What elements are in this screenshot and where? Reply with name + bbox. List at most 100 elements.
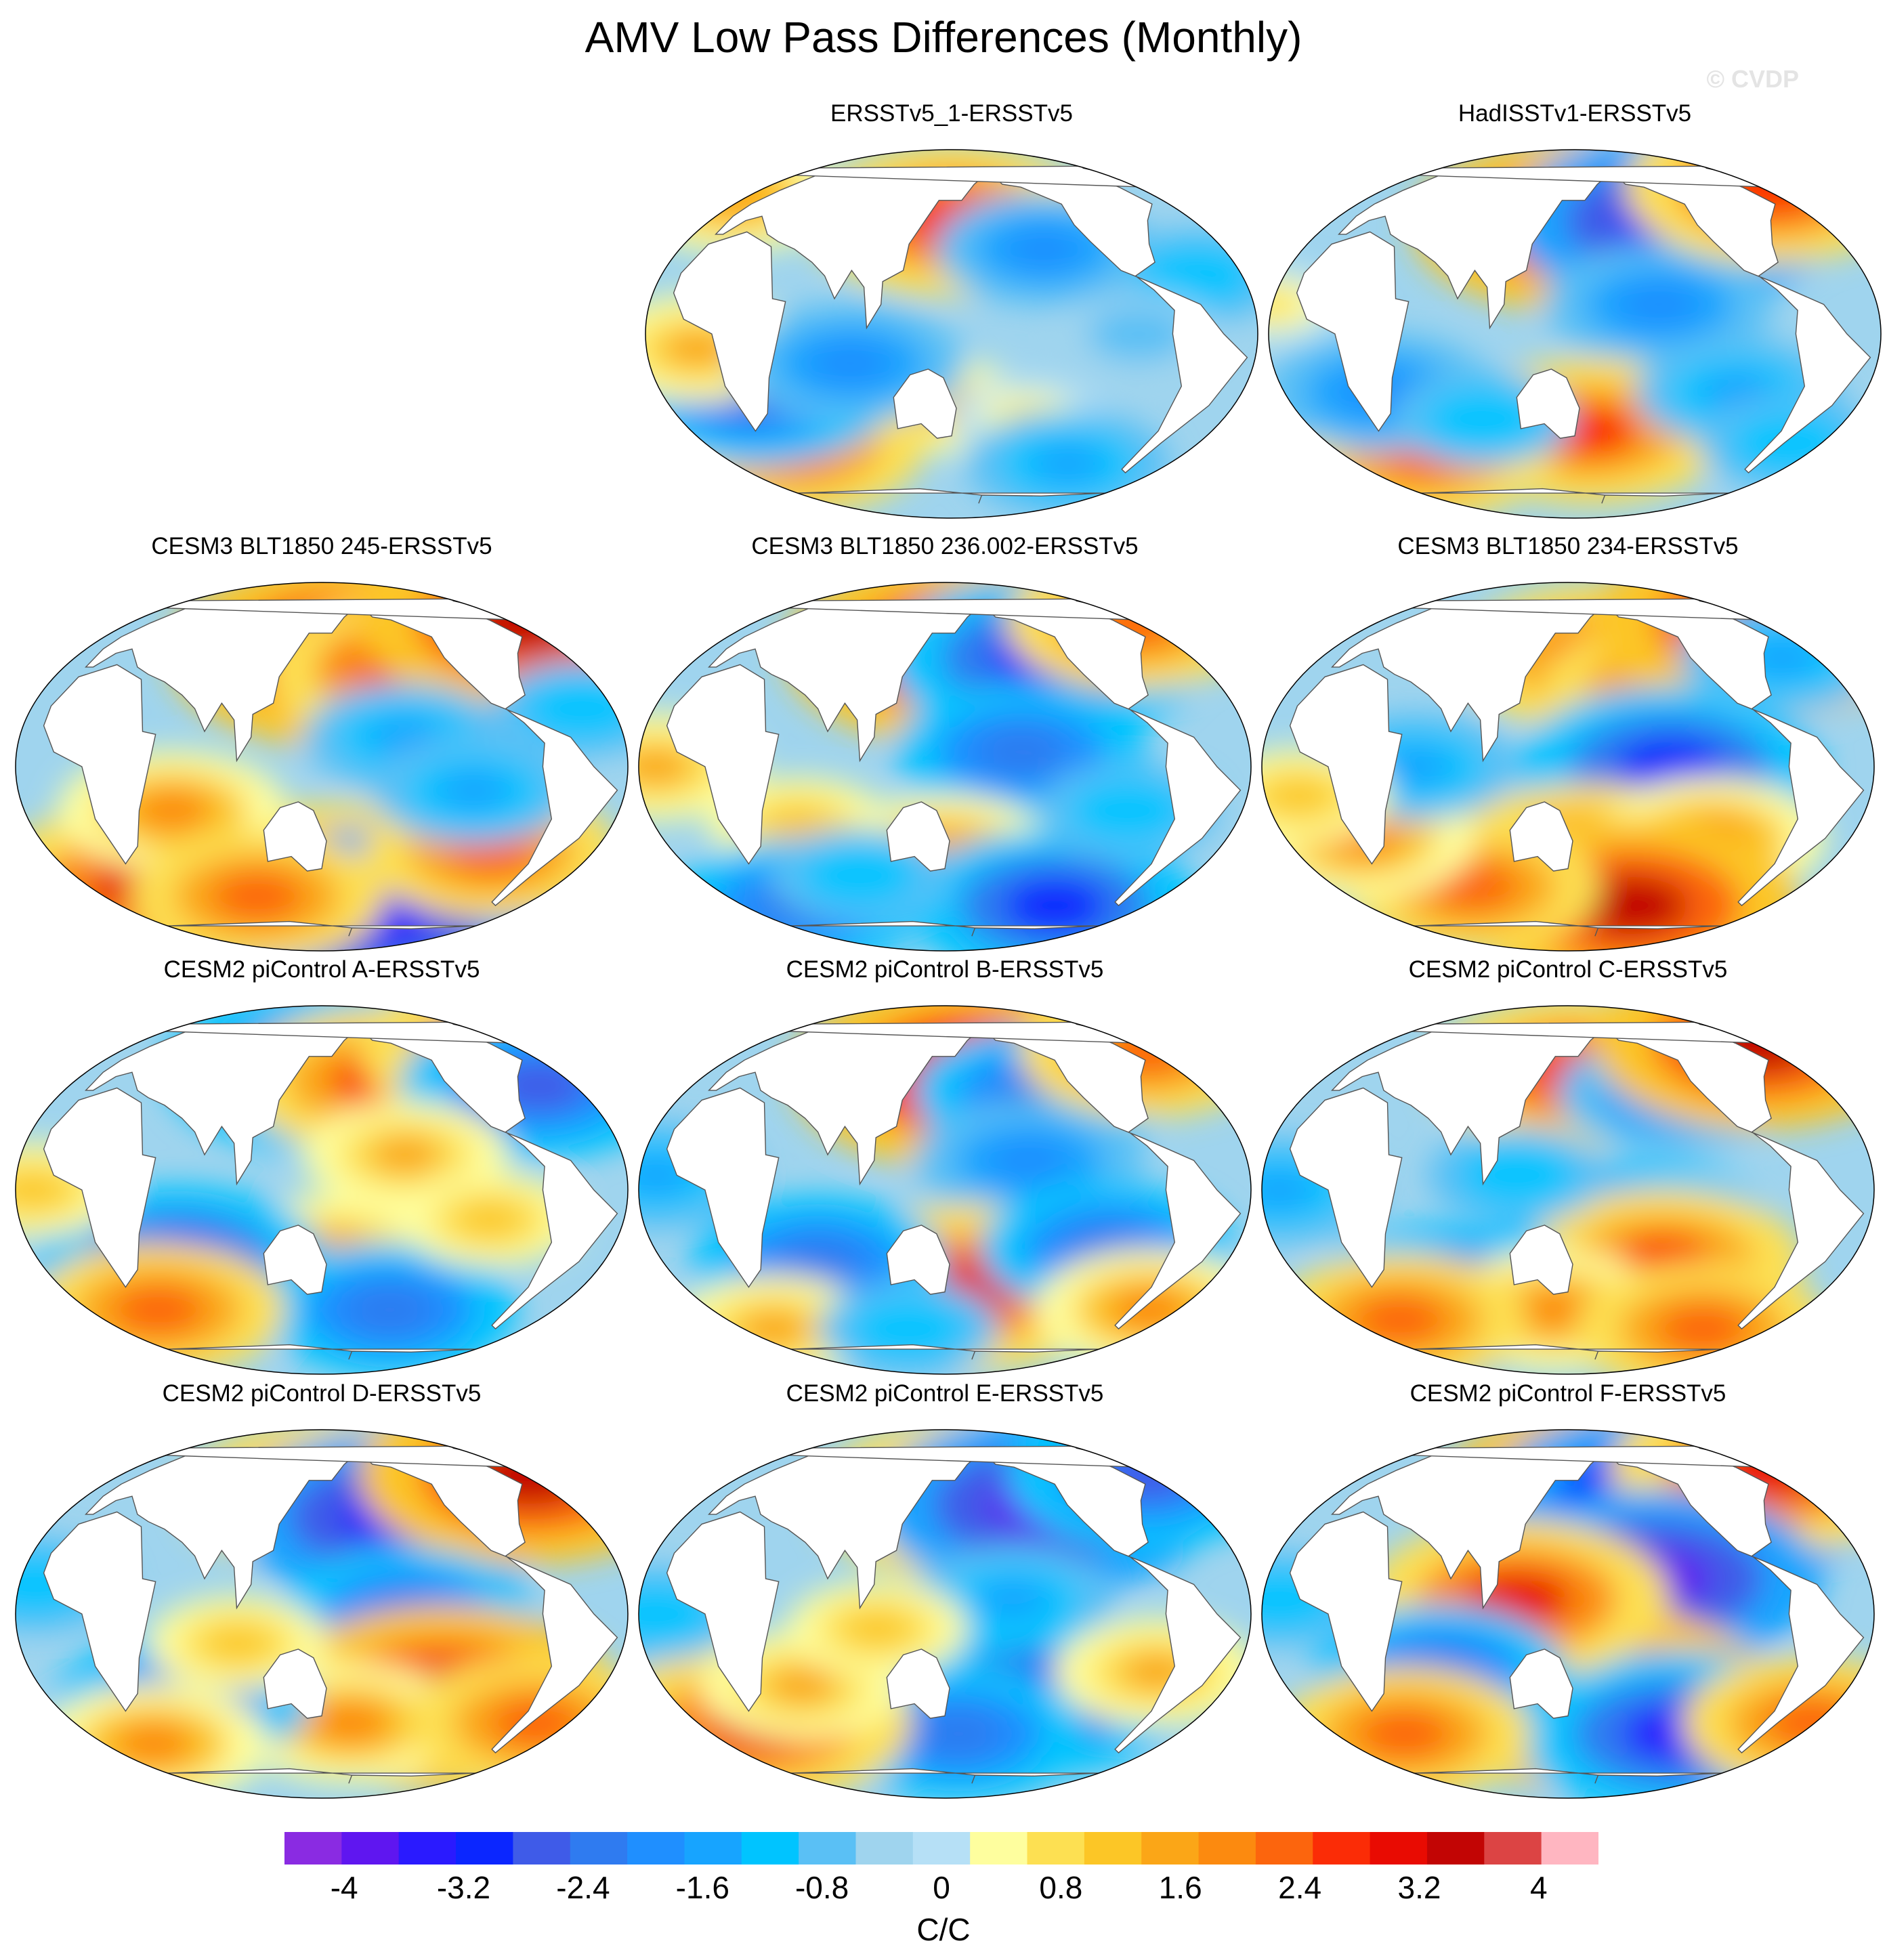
anomaly-blob-10-level-2	[845, 1612, 909, 1646]
anomaly-blob-9-level-2	[16, 1173, 64, 1207]
map-panel-cesm3-245: CESM3 BLT1850 245-ERSSTv5	[10, 533, 633, 966]
anomaly-blob-11-level-2	[551, 692, 614, 725]
map-border	[1261, 1429, 1875, 1799]
anomaly-blob-10-level-2	[1485, 1158, 1549, 1192]
map-svg	[1261, 1429, 1875, 1799]
colorbar-units: C/C	[916, 1912, 971, 1947]
panel-title: HadISSTv1-ERSSTv5	[1458, 100, 1692, 127]
anomaly-blob-7-level-2	[113, 1722, 194, 1765]
land-africa	[673, 231, 786, 432]
land-americas	[1619, 172, 1871, 473]
map-panel-cesm2-a: CESM2 piControl A-ERSSTv5	[10, 956, 633, 1390]
land-americas	[366, 605, 618, 906]
watermark: © CVDP	[1706, 65, 1799, 93]
colorbar-swatch	[1255, 1832, 1313, 1865]
land-americas	[989, 1452, 1242, 1753]
map-svg	[15, 1005, 629, 1375]
map-svg	[15, 582, 629, 952]
land-antarctica	[167, 920, 476, 937]
colorbar-swatch	[1198, 1832, 1256, 1865]
map-panel-cesm2-e: CESM2 piControl E-ERSSTv5	[633, 1380, 1256, 1814]
map-panel-cesm2-d: CESM2 piControl D-ERSSTv5	[10, 1380, 633, 1814]
map-panel-cesm2-f: CESM2 piControl F-ERSSTv5	[1256, 1380, 1880, 1814]
land-australia	[886, 801, 950, 872]
colorbar-swatch	[799, 1832, 857, 1865]
anomaly-blob-9-level-2	[438, 771, 510, 809]
colorbar-tick-label: 4	[1530, 1870, 1548, 1905]
anomaly-blob-5-level-2	[914, 1710, 1003, 1757]
map-border	[15, 1429, 629, 1799]
map-panel-cesm3-236-002: CESM3 BLT1850 236.002-ERSSTv5	[633, 533, 1256, 966]
colorbar-swatch	[855, 1832, 914, 1865]
colorbar-tick-label: -3.2	[436, 1870, 491, 1905]
land-australia	[893, 368, 957, 439]
panel-title: CESM3 BLT1850 236.002-ERSSTv5	[751, 533, 1139, 559]
colorbar-swatch	[1084, 1832, 1142, 1865]
land-australia	[886, 1224, 950, 1295]
land-africa	[43, 664, 156, 865]
anomaly-blob-3-level-2	[989, 1139, 1069, 1182]
anomaly-blob-10-level-2	[811, 342, 891, 385]
colorbar-swatch	[912, 1832, 971, 1865]
colorbar-swatch	[398, 1832, 457, 1865]
land-antarctica	[1414, 1344, 1722, 1360]
anomaly-blob-10-level-2	[876, 1312, 940, 1346]
anomaly-blob-7-level-2	[766, 1667, 838, 1705]
panel-title: CESM2 piControl A-ERSSTv5	[163, 956, 480, 983]
colorbar-tick-label: 1.6	[1158, 1870, 1202, 1905]
map-border	[638, 582, 1252, 952]
colorbar-tick-label: -0.8	[794, 1870, 849, 1905]
colorbar-swatch	[456, 1832, 513, 1865]
panel-title: CESM2 piControl D-ERSSTv5	[162, 1380, 482, 1407]
anomaly-blob-5-level-2	[767, 808, 830, 841]
land-australia	[1509, 1224, 1573, 1295]
map-svg	[1268, 149, 1882, 519]
map-panel-cesm3-234: CESM3 BLT1850 234-ERSSTv5	[1256, 533, 1880, 966]
panel-title: CESM2 piControl B-ERSSTv5	[786, 956, 1104, 983]
panel-title: CESM2 piControl F-ERSSTv5	[1409, 1380, 1726, 1407]
anomaly-blob-8-level-2	[1355, 1296, 1445, 1344]
anomaly-blob-7-level-2	[1032, 444, 1104, 483]
anomaly-blob-9-level-2	[1164, 259, 1227, 293]
land-africa	[43, 1087, 156, 1288]
map-panel-ersstv5-1: ERSSTv5_1-ERSSTv5	[640, 100, 1263, 534]
colorbar-swatch	[1484, 1832, 1542, 1865]
anomaly-blob-5-level-2	[310, 1701, 391, 1744]
anomaly-blob-1-level-2	[1006, 229, 1082, 270]
land-australia	[263, 1648, 327, 1719]
anomaly-blob-2-level-2	[1619, 283, 1699, 326]
anomaly-blob-10-level-2	[206, 1627, 270, 1660]
map-svg	[1261, 582, 1875, 952]
colorbar-tick-label: 0	[933, 1870, 950, 1905]
panel-title: CESM3 BLT1850 234-ERSSTv5	[1397, 533, 1739, 559]
map-border	[15, 582, 629, 952]
anomaly-blob-11-level-2	[1111, 319, 1166, 349]
anomaly-blob-10-level-2	[459, 1203, 522, 1236]
anomaly-blob-9-level-2	[1096, 794, 1159, 828]
colorbar-swatch	[684, 1832, 742, 1865]
panel-title: CESM2 piControl C-ERSSTv5	[1408, 956, 1728, 983]
map-border	[15, 1005, 629, 1375]
colorbar-tick-label: 2.4	[1278, 1870, 1322, 1905]
colorbar-tick-labels: -4 -3.2 -2.4 -1.6 -0.8 0 0.8 1.6 2.4 3.2 4	[284, 1869, 1598, 1910]
land-africa	[1289, 1511, 1403, 1712]
anomaly-blob-6-level-2	[1004, 878, 1106, 933]
map-svg	[1261, 1005, 1875, 1375]
map-svg	[638, 582, 1252, 952]
map-border	[1261, 582, 1875, 952]
colorbar-swatch	[741, 1832, 799, 1865]
anomaly-blob-11-level-2	[1267, 780, 1330, 813]
anomaly-blob-10-level-2	[828, 859, 891, 893]
anomaly-blob-9-level-2	[1451, 402, 1514, 435]
map-svg	[645, 149, 1258, 519]
land-antarctica	[797, 488, 1106, 504]
colorbar-swatch	[513, 1832, 571, 1865]
anomaly-blob-8-level-2	[1360, 1710, 1449, 1757]
anomaly-blob-9-level-2	[639, 1597, 687, 1631]
map-svg	[638, 1429, 1252, 1799]
map-border	[1261, 1005, 1875, 1375]
land-americas	[366, 1452, 618, 1753]
land-africa	[43, 1511, 156, 1712]
land-antarctica	[1420, 488, 1729, 504]
colorbar-swatch	[1426, 1832, 1485, 1865]
